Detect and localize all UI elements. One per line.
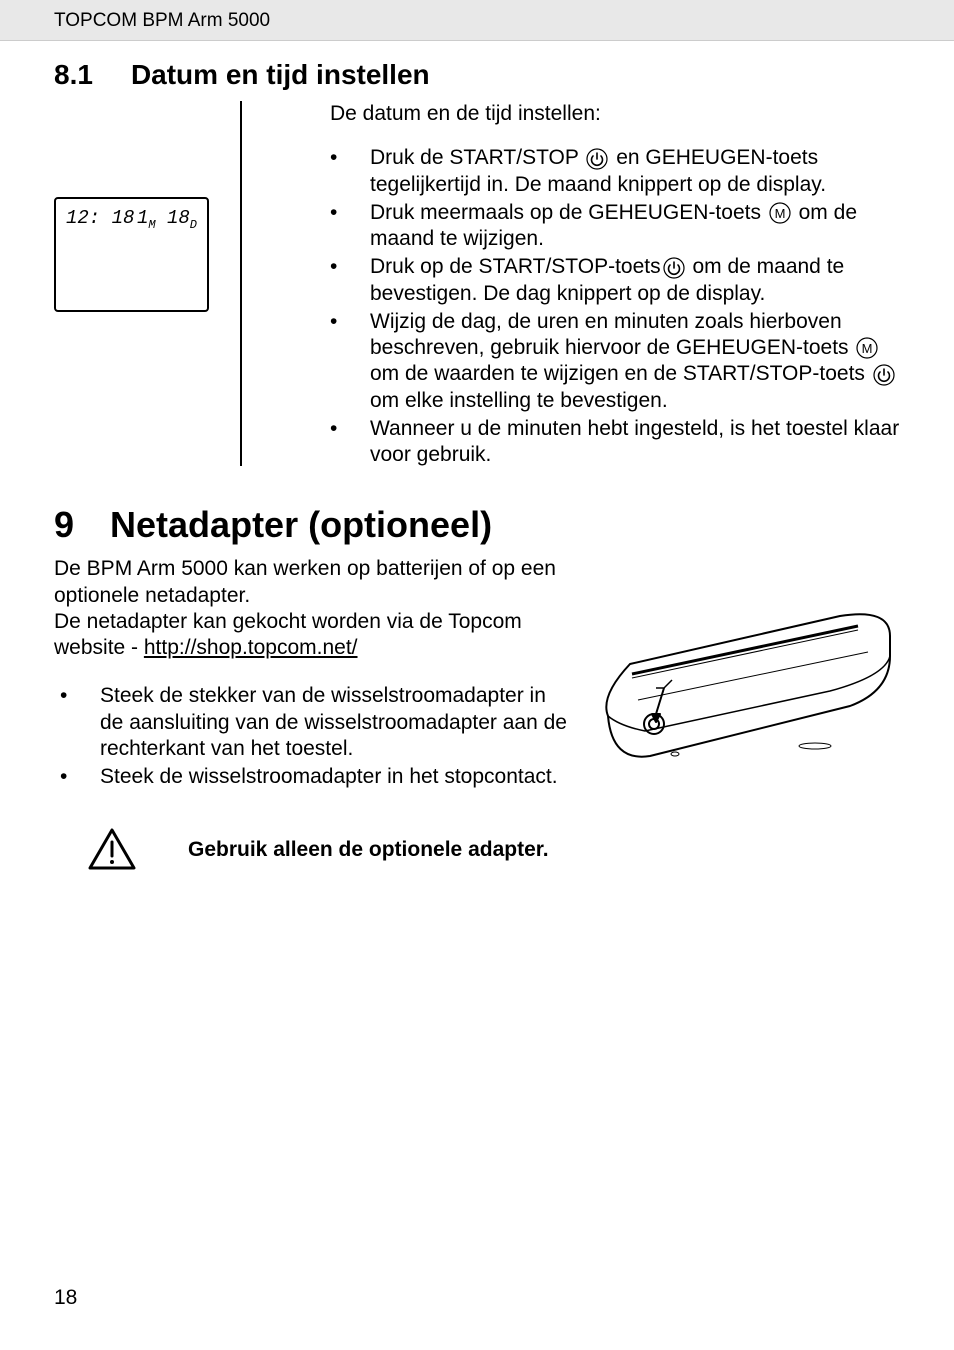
power-icon	[586, 148, 608, 170]
section-title: Netadapter (optioneel)	[110, 504, 492, 546]
lcd-display-illustration: 12: 18 1M 18D	[54, 197, 209, 312]
page-content: 8.1 Datum en tijd instellen 12: 18 1M 18…	[0, 41, 954, 872]
instruction-list: Druk de START/STOP en GEHEUGEN-toets teg…	[270, 145, 900, 468]
power-icon	[663, 257, 685, 279]
display-illustration-column: 12: 18 1M 18D	[54, 97, 222, 312]
instruction-list: Steek de stekker van de wisselstroomadap…	[54, 683, 570, 790]
instruction-item: Druk meermaals op de GEHEUGEN-toets M om…	[270, 200, 900, 253]
section-8-1-text: De datum en de tijd instellen: Druk de S…	[270, 97, 900, 470]
instruction-item: Wijzig de dag, de uren en minuten zoals …	[270, 309, 900, 414]
section-8-1-heading: 8.1 Datum en tijd instellen	[54, 59, 900, 91]
memory-m-icon: M	[856, 337, 878, 359]
svg-text:M: M	[862, 341, 873, 356]
intro-text: De datum en de tijd instellen:	[330, 101, 900, 127]
section-9-body: De BPM Arm 5000 kan werken op batterijen…	[54, 556, 900, 792]
document-header: TOPCOM BPM Arm 5000	[0, 0, 954, 41]
instruction-item: Druk de START/STOP en GEHEUGEN-toets teg…	[270, 145, 900, 198]
svg-text:M: M	[774, 206, 785, 221]
section-title: Datum en tijd instellen	[131, 59, 430, 91]
vertical-divider	[240, 101, 242, 466]
shop-url: http://shop.topcom.net/	[144, 636, 358, 659]
section-number: 9	[54, 504, 74, 546]
instruction-item: Steek de stekker van de wisselstroomadap…	[54, 683, 570, 762]
warning-triangle-icon	[88, 828, 136, 872]
warning-note: Gebruik alleen de optionele adapter.	[54, 828, 900, 872]
section-number: 8.1	[54, 59, 93, 91]
lcd-row: 12: 18 1M 18D	[66, 207, 197, 232]
section-9-heading: 9 Netadapter (optioneel)	[54, 504, 900, 546]
paragraph: De BPM Arm 5000 kan werken op batterijen…	[54, 556, 570, 609]
power-icon	[873, 364, 895, 386]
lcd-date: 1M 18D	[137, 207, 197, 232]
section-8-1-body: 12: 18 1M 18D De datum en de tijd instel…	[54, 97, 900, 470]
section-9-text: De BPM Arm 5000 kan werken op batterijen…	[54, 556, 570, 792]
instruction-item: Wanneer u de minuten hebt ingesteld, is …	[270, 416, 900, 469]
instruction-item: Steek de wisselstroomadapter in het stop…	[54, 764, 570, 790]
device-illustration	[590, 556, 900, 771]
paragraph: De netadapter kan gekocht worden via de …	[54, 609, 570, 662]
instruction-item: Druk op de START/STOP-toets om de maand …	[270, 254, 900, 307]
memory-m-icon: M	[769, 202, 791, 224]
header-title: TOPCOM BPM Arm 5000	[54, 10, 270, 31]
bpm-device-drawing	[590, 596, 900, 766]
lcd-time: 12: 18	[66, 207, 134, 232]
page-number: 18	[54, 1286, 77, 1310]
warning-text: Gebruik alleen de optionele adapter.	[188, 838, 549, 862]
